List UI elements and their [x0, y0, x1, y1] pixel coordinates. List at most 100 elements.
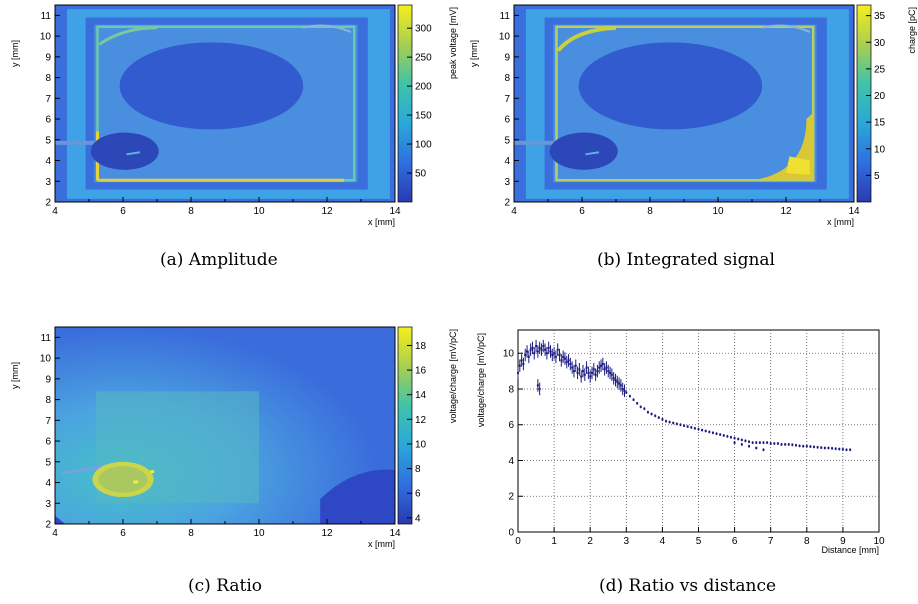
x-tick-label: 6	[732, 536, 738, 547]
y-axis-title: y [mm]	[10, 362, 20, 389]
x-tick-label: 6	[120, 206, 126, 217]
y-tick-label: 4	[508, 456, 514, 467]
data-point	[809, 445, 812, 448]
data-point	[610, 373, 613, 376]
data-point	[531, 346, 534, 349]
data-point	[563, 357, 566, 360]
x-tick-label: 14	[848, 206, 860, 217]
data-point	[704, 430, 707, 432]
x-axis-title: Distance [mm]	[821, 545, 879, 555]
y-tick-label: 9	[504, 52, 510, 63]
x-tick-label: 10	[253, 206, 265, 217]
data-point	[576, 371, 579, 374]
data-point	[529, 348, 532, 351]
data-point	[596, 370, 599, 373]
caption-ratio: (c) Ratio	[188, 576, 263, 596]
y-axis-title: y [mm]	[10, 40, 20, 67]
data-point	[755, 446, 758, 449]
data-point	[540, 348, 543, 351]
x-tick-label: 1	[551, 536, 557, 547]
data-point	[693, 427, 696, 430]
data-point	[729, 436, 732, 439]
chart-integrated-signal: 4 6 8 10 12 14 2 3 4 5 6 7 8 9 10 11 x [mm] y [mm] 5 10 15 20…	[469, 4, 917, 227]
data-point	[679, 423, 682, 426]
x-axis-title: x [mm]	[827, 217, 854, 227]
data-point	[733, 437, 736, 440]
colorbar	[856, 4, 872, 203]
colorbar-tick-label: 15	[874, 118, 886, 129]
y-tick-label: 11	[41, 11, 52, 22]
data-point	[646, 411, 649, 414]
data-point	[594, 373, 597, 376]
caption-amplitude: (a) Amplitude	[160, 250, 278, 270]
data-point	[762, 441, 765, 444]
data-point	[553, 352, 556, 355]
data-point	[605, 366, 608, 369]
y-tick-label: 6	[45, 437, 51, 448]
data-point	[845, 448, 848, 451]
y-tick-label: 2	[45, 198, 51, 209]
colorbar-tick-label: 300	[415, 24, 432, 35]
data-point	[628, 395, 631, 398]
y-tick-label: 8	[508, 384, 514, 395]
y-tick-label: 10	[40, 32, 52, 43]
data-point	[609, 371, 612, 374]
data-point	[787, 443, 790, 446]
x-tick-label: 8	[804, 536, 810, 547]
x-tick-label: 14	[389, 206, 401, 217]
data-point	[554, 355, 557, 358]
data-point	[600, 364, 603, 367]
data-point	[544, 348, 547, 351]
y-tick-label: 5	[45, 135, 51, 146]
data-point	[549, 350, 552, 353]
y-tick-label: 4	[504, 156, 510, 167]
x-axis-title: x [mm]	[368, 217, 395, 227]
data-point	[632, 398, 635, 401]
colorbar-tick-label: 14	[415, 390, 427, 401]
x-tick-label: 8	[647, 206, 653, 217]
colorbar-tick-label: 35	[874, 11, 886, 22]
data-point	[612, 377, 615, 380]
x-tick-label: 3	[624, 536, 630, 547]
data-point	[567, 359, 570, 362]
y-axis-title: voltage/charge [mV/pC]	[476, 333, 486, 427]
data-point	[701, 429, 704, 432]
data-point	[683, 424, 686, 427]
x-tick-label: 2	[587, 536, 593, 547]
colorbar-tick-label: 10	[874, 144, 886, 155]
data-point	[614, 379, 617, 382]
data-point	[583, 373, 586, 376]
x-axis-title: x [mm]	[368, 539, 395, 549]
data-point	[581, 370, 584, 373]
x-tick-label: 9	[840, 536, 846, 547]
data-point	[802, 445, 805, 448]
caption-integrated-signal: (b) Integrated signal	[597, 250, 775, 270]
data-point	[758, 441, 761, 444]
x-tick-label: 14	[389, 528, 401, 539]
heatmap-top-left-arc	[556, 25, 617, 52]
heatmap-wire	[55, 140, 100, 145]
data-point	[520, 359, 523, 362]
data-point	[668, 421, 671, 424]
data-point	[536, 350, 539, 353]
y-tick-label: 2	[45, 520, 51, 531]
data-point	[536, 384, 539, 387]
data-point	[587, 371, 590, 374]
data-point	[831, 447, 834, 450]
data-point	[607, 370, 610, 373]
data-point	[708, 430, 711, 433]
y-tick-label: 5	[504, 135, 510, 146]
data-point	[580, 375, 583, 378]
chart-ratio: 4 6 8 10 12 14 2 3 4 5 6 7 8 9 10 11 x [mm] y [mm] 4 6 8 10 12…	[10, 326, 458, 549]
data-point	[621, 387, 624, 390]
colorbar-tick-label: 16	[415, 366, 427, 377]
y-tick-label: 10	[40, 354, 52, 365]
data-point	[794, 444, 797, 447]
data-point	[538, 346, 541, 349]
x-tick-label: 10	[873, 536, 885, 547]
heatmap-pad-mark	[126, 151, 141, 156]
data-point	[551, 354, 554, 357]
heatmap-hotspot	[133, 480, 139, 484]
data-point	[598, 366, 601, 369]
data-point	[623, 389, 626, 392]
